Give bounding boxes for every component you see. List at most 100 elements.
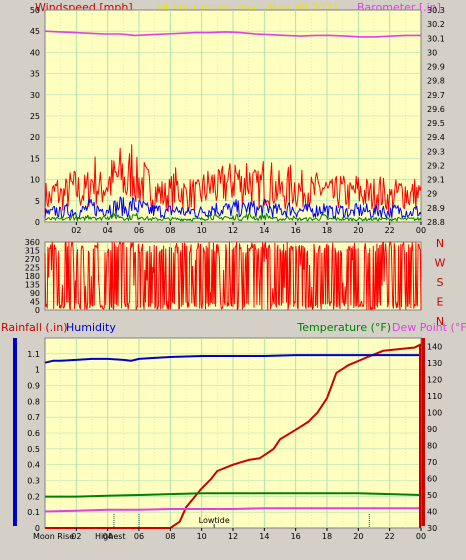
y-tick-label: 225: [25, 264, 40, 273]
wind-x-axis: 02 04 06 08 10 12 14 16 18 20 22 00: [71, 222, 426, 235]
x-tick-label: 04: [103, 226, 113, 235]
x-tick-label: 18: [322, 226, 332, 235]
direction-series: [44, 241, 422, 311]
y-tick-label: 50: [30, 6, 40, 15]
y-tick-label: 0: [35, 524, 40, 533]
y-tick-label: 29.5: [427, 119, 445, 128]
humidity-label: Humidity: [66, 321, 116, 334]
dewpoint-label: Dew Point (°F): [392, 321, 466, 334]
y-tick-label: 100: [427, 408, 442, 417]
rainfall-axis-bar: [421, 338, 425, 526]
y-tick-label: 110: [427, 392, 442, 401]
y-tick-label: 0.4: [27, 461, 40, 470]
x-tick-label: 20: [353, 226, 363, 235]
y-tick-label: 1: [35, 366, 40, 375]
climate-series: [44, 343, 422, 529]
y-tick-label: 0.3: [27, 477, 40, 486]
windspeed-axis: 0 5 10 15 20 25 30 35 40 45 50: [30, 6, 40, 227]
y-tick-label: 30.1: [427, 34, 445, 43]
x-tick-label: 22: [385, 226, 395, 235]
x-tick-label: 00: [416, 532, 426, 541]
y-tick-label: 10: [30, 176, 40, 185]
y-tick-label: 30: [427, 524, 437, 533]
x-tick-label: 10: [197, 226, 207, 235]
y-tick-label: 29.2: [427, 161, 445, 170]
y-tick-label: 5: [35, 197, 40, 206]
x-tick-label: 02: [71, 532, 81, 541]
x-tick-label: 22: [385, 532, 395, 541]
x-tick-label: 16: [291, 532, 301, 541]
x-tick-label: 14: [259, 226, 269, 235]
y-tick-label: 45: [30, 298, 40, 307]
lowtide-label: Lowtide: [199, 516, 230, 525]
x-tick-label: 18: [322, 532, 332, 541]
compass-label: N: [436, 237, 444, 250]
y-tick-label: 29.9: [427, 63, 445, 72]
y-tick-label: 45: [30, 27, 40, 36]
rainfall-line: [45, 343, 422, 529]
x-tick-label: 02: [71, 226, 81, 235]
lull-wind-line: [44, 212, 422, 222]
y-tick-label: 0.7: [27, 413, 40, 422]
y-tick-label: 1.1: [27, 350, 40, 359]
x-tick-label: 12: [228, 226, 238, 235]
compass-label: S: [437, 276, 444, 289]
x-tick-label: 14: [259, 532, 269, 541]
x-tick-label: 08: [165, 532, 175, 541]
y-tick-label: 0: [35, 306, 40, 315]
x-tick-label: 16: [291, 226, 301, 235]
y-tick-label: 120: [427, 375, 442, 384]
tide-moon-events: Moon Rise Highest Lowtide: [33, 514, 370, 541]
y-tick-label: 90: [427, 425, 437, 434]
x-tick-label: 06: [134, 226, 144, 235]
dew-point-line: [44, 507, 421, 513]
rainfall-axis: 0 0.1 0.2 0.3 0.4 0.5 0.6 0.7 0.8 0.9 1 1.1: [27, 350, 40, 533]
barometer-line: [44, 30, 421, 38]
y-tick-label: 29.8: [427, 77, 445, 86]
highest-tide-label: Highest: [95, 532, 126, 541]
y-tick-label: 315: [25, 247, 40, 256]
humidity-line: [44, 354, 421, 364]
gust-wind-line: [44, 144, 422, 214]
x-tick-label: 08: [165, 226, 175, 235]
y-tick-label: 80: [427, 441, 437, 450]
climate-grid: [45, 338, 421, 528]
y-tick-label: 28.9: [427, 204, 445, 213]
temperature-axis: 30 40 50 60 70 80 90 100 110 120 130 140: [427, 342, 442, 533]
compass-label: W: [435, 257, 446, 270]
y-tick-label: 40: [30, 48, 40, 57]
y-tick-label: 0: [35, 218, 40, 227]
y-tick-label: 0.2: [27, 492, 40, 501]
temperature-line: [45, 492, 422, 498]
x-tick-label: 20: [353, 532, 363, 541]
y-tick-label: 28.8: [427, 218, 445, 227]
y-tick-label: 25: [30, 112, 40, 121]
y-tick-label: 35: [30, 70, 40, 79]
rainfall-label: Rainfall (.in): [1, 321, 68, 334]
y-tick-label: 0.8: [27, 397, 40, 406]
y-tick-label: 60: [427, 474, 437, 483]
x-tick-label: 04: [103, 532, 113, 541]
y-tick-label: 130: [427, 359, 442, 368]
y-tick-label: 30: [30, 91, 40, 100]
x-tick-label: 10: [197, 532, 207, 541]
y-tick-label: 0.5: [27, 445, 40, 454]
humidity-axis-bar: [13, 338, 17, 526]
y-tick-label: 29: [427, 190, 437, 199]
average-wind-line: [44, 196, 422, 219]
x-tick-label: 00: [416, 226, 426, 235]
compass-label: E: [437, 296, 444, 309]
y-tick-label: 29.1: [427, 176, 445, 185]
y-tick-label: 0.9: [27, 382, 40, 391]
y-tick-label: 270: [25, 255, 40, 264]
y-tick-label: 29.7: [427, 91, 445, 100]
y-tick-label: 29.6: [427, 105, 445, 114]
climate-x-axis: 02 04 06 08 10 12 14 16 18 20 22 00: [71, 528, 426, 541]
y-tick-label: 30.3: [427, 6, 445, 15]
y-tick-label: 29.3: [427, 147, 445, 156]
y-tick-label: 360: [25, 238, 40, 247]
